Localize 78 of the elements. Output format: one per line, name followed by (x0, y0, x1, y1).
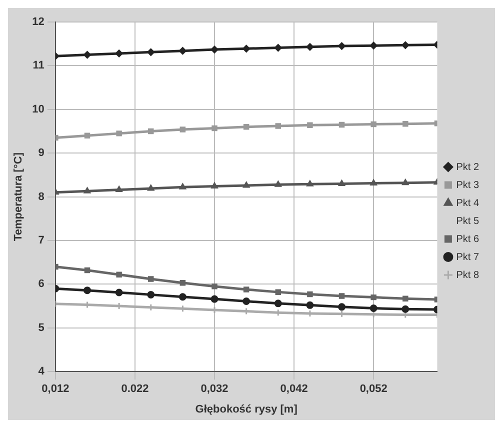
point (211, 182, 218, 189)
point (147, 290, 155, 298)
point (116, 186, 122, 192)
point (178, 47, 186, 55)
x-tick-label: 0,012 (42, 383, 70, 396)
point (307, 122, 313, 128)
y-tick-label: 11 (32, 60, 44, 72)
point (243, 286, 250, 292)
point (242, 297, 250, 305)
point (307, 291, 313, 298)
point (402, 305, 410, 313)
point (242, 44, 250, 52)
point (370, 304, 378, 312)
point (338, 122, 345, 128)
point (210, 46, 218, 54)
x-tick-label: 0,032 (200, 383, 228, 396)
legend-label: Pkt 4 (456, 198, 480, 209)
point (212, 284, 218, 290)
y-tick-label: 8 (38, 190, 44, 203)
point (84, 132, 90, 138)
point (338, 303, 346, 311)
point (370, 294, 376, 300)
legend-label: Pkt 2 (456, 162, 480, 173)
y-axis-title: Temperatura [°C] (12, 152, 25, 242)
legend-label: Pkt 7 (456, 252, 480, 263)
point (243, 124, 250, 130)
legend-label: Pkt 8 (456, 270, 480, 281)
y-tick-label: 12 (32, 16, 44, 28)
y-tick-label: 9 (38, 147, 44, 160)
point (180, 280, 186, 286)
point (402, 120, 408, 127)
point (115, 288, 123, 296)
y-tick-label: 4 (38, 366, 46, 378)
point (338, 180, 346, 186)
point (306, 301, 314, 309)
point (147, 48, 155, 56)
point (274, 300, 282, 308)
point (148, 184, 154, 191)
point (370, 180, 377, 186)
point (274, 44, 282, 52)
x-tick-label: 0,052 (360, 383, 388, 396)
point (275, 289, 282, 295)
point (210, 295, 218, 303)
point (306, 43, 314, 51)
point (180, 126, 186, 132)
point (402, 41, 410, 49)
legend-label: Pkt 3 (456, 180, 480, 191)
point (306, 180, 314, 186)
point (370, 42, 378, 50)
text: Pkt 5 (456, 216, 480, 227)
y-tick-label: 5 (38, 322, 44, 334)
point (402, 296, 408, 302)
y-tick-label: 6 (38, 278, 44, 290)
point (178, 293, 186, 301)
point (116, 130, 122, 136)
point (275, 123, 282, 129)
point (242, 182, 250, 188)
x-tick-label: 0,042 (280, 383, 308, 396)
y-tick-label: 10 (32, 103, 44, 116)
point (179, 183, 186, 190)
y-tick-label: 7 (38, 234, 44, 247)
point (84, 267, 90, 274)
point (115, 50, 123, 58)
point (370, 121, 376, 128)
point (212, 125, 218, 132)
point (148, 276, 154, 282)
point (402, 179, 409, 186)
point (338, 42, 346, 50)
legend-label: Pkt 6 (456, 234, 480, 245)
point (338, 293, 345, 299)
point (84, 286, 91, 294)
x-tick-label: 0.022 (121, 383, 149, 396)
point (274, 180, 282, 187)
point (84, 51, 91, 59)
x-axis-title: Głębokość rysy [m] (195, 403, 298, 416)
point (116, 272, 122, 278)
point (148, 128, 154, 134)
point (84, 187, 91, 194)
